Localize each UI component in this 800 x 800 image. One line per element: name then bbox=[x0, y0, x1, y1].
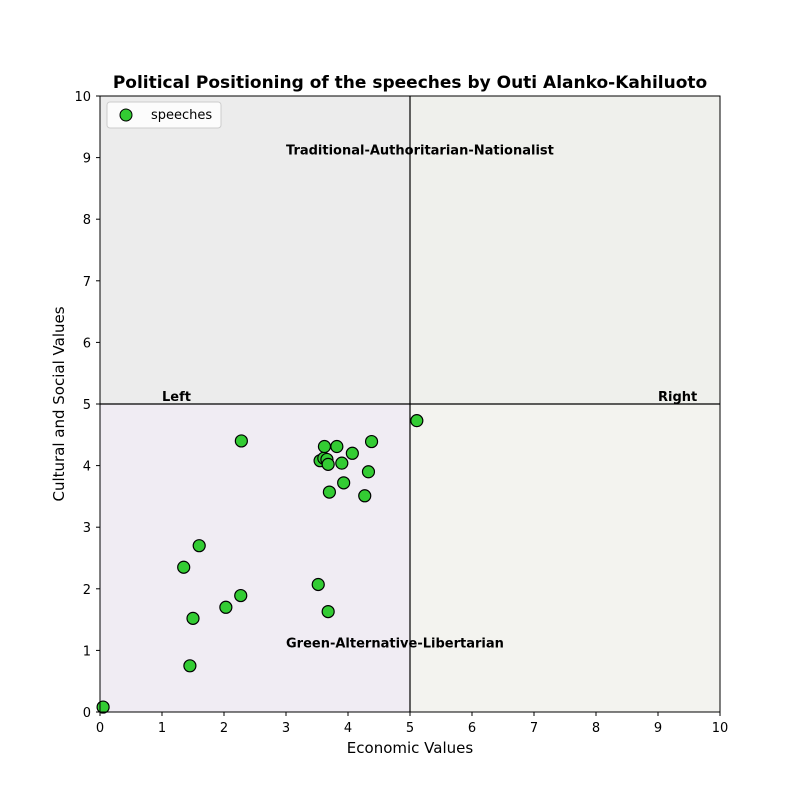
quadrant-backgrounds bbox=[100, 96, 720, 712]
y-tick-label: 2 bbox=[83, 583, 91, 598]
chart-title: Political Positioning of the speeches by… bbox=[113, 73, 707, 93]
y-tick-label: 3 bbox=[83, 521, 91, 536]
x-tick-label: 7 bbox=[530, 721, 538, 736]
y-tick-label: 1 bbox=[83, 644, 91, 659]
x-axis-label: Economic Values bbox=[347, 739, 474, 757]
quadrant-bottom-left bbox=[100, 404, 410, 712]
x-tick-label: 9 bbox=[654, 721, 662, 736]
x-tick-label: 6 bbox=[468, 721, 476, 736]
quadrant-dividers bbox=[100, 96, 720, 712]
y-tick-label: 8 bbox=[83, 213, 91, 228]
legend-label: speeches bbox=[151, 108, 212, 123]
data-point bbox=[234, 588, 248, 603]
legend-box bbox=[106, 101, 222, 129]
y-tick-label: 4 bbox=[83, 460, 91, 475]
x-tick-label: 0 bbox=[96, 721, 104, 736]
x-tick-label: 4 bbox=[344, 721, 352, 736]
data-point bbox=[358, 489, 372, 503]
data-point bbox=[322, 485, 336, 499]
quadrant-annotation: Traditional-Authoritarian-Nationalist bbox=[286, 144, 554, 159]
y-tick-label: 5 bbox=[83, 398, 91, 413]
y-tick-label: 10 bbox=[74, 90, 91, 105]
y-tick-label: 7 bbox=[83, 275, 91, 290]
data-point bbox=[361, 465, 376, 479]
data-point bbox=[311, 577, 325, 592]
y-axis-ticks: 0 1 2 3 4 5 6 7 8 9 10 bbox=[74, 90, 100, 721]
data-point bbox=[186, 611, 200, 625]
data-point bbox=[321, 604, 335, 619]
data-points bbox=[96, 414, 424, 714]
legend-marker bbox=[119, 108, 133, 122]
y-tick-label: 6 bbox=[83, 336, 91, 351]
x-tick-label: 1 bbox=[158, 721, 166, 736]
data-point bbox=[96, 700, 110, 714]
quadrant-bottom-right bbox=[410, 404, 720, 712]
y-tick-label: 0 bbox=[83, 706, 91, 721]
x-axis-ticks: 0 1 2 3 4 5 6 7 8 9 10 bbox=[96, 712, 728, 736]
quadrant-annotation: Right bbox=[658, 390, 697, 405]
x-tick-label: 5 bbox=[406, 721, 414, 736]
x-tick-label: 8 bbox=[592, 721, 600, 736]
data-point bbox=[192, 539, 206, 553]
data-point bbox=[317, 439, 332, 454]
y-axis-label: Cultural and Social Values bbox=[50, 306, 68, 501]
legend: speeches bbox=[106, 101, 222, 129]
x-tick-label: 3 bbox=[282, 721, 290, 736]
data-point bbox=[410, 414, 424, 428]
x-tick-label: 10 bbox=[712, 721, 729, 736]
data-point bbox=[321, 457, 335, 471]
x-tick-label: 2 bbox=[220, 721, 228, 736]
quadrant-annotations: Traditional-Authoritarian-Nationalist Gre… bbox=[162, 144, 697, 652]
data-point bbox=[364, 434, 379, 449]
quadrant-annotation: Left bbox=[162, 390, 191, 405]
data-point bbox=[345, 446, 359, 460]
quadrant-top-right bbox=[410, 96, 720, 404]
data-point bbox=[335, 456, 349, 470]
data-point bbox=[177, 560, 191, 574]
y-tick-label: 9 bbox=[83, 152, 91, 167]
data-point bbox=[183, 659, 197, 673]
data-point bbox=[330, 439, 344, 454]
quadrant-annotation: Green-Alternative-Libertarian bbox=[286, 636, 504, 651]
quadrant-top-left bbox=[100, 96, 410, 404]
data-point bbox=[234, 434, 248, 448]
data-point bbox=[219, 600, 233, 614]
data-point bbox=[337, 476, 351, 490]
